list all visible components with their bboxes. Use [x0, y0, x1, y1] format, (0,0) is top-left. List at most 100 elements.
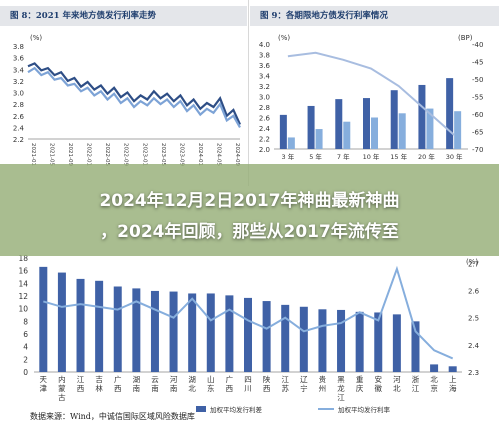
- figb-xtick-13-1: 苏: [281, 383, 289, 393]
- fig9-chart: (%) (BP) 2.0 2.2 2.4 2.6 2.8 3.0 3.2 3.4 3.6 3.8 4.0…: [259, 34, 484, 161]
- figb-legend-bar-swatch: [196, 406, 206, 412]
- fig8-xtick-9: 2024-01: [197, 143, 203, 166]
- figb-bar-17: [355, 311, 364, 372]
- fig-bottom-panel: 0 2 4 6 8 10 12 14 16 18 (%) 2.3 2.4 2.5 2.6 2.7 天津内蒙古江西…: [0, 238, 499, 427]
- fig9-ytick-right-5: -45: [472, 59, 483, 67]
- fig9-ylabel-left: (%): [278, 34, 290, 42]
- figb-ytick-left-6: 12: [18, 292, 28, 301]
- fig9-ytick-left-9: 3.8: [259, 52, 270, 60]
- figb-xtick-1-1: 蒙: [58, 383, 66, 393]
- figb-bar-9: [206, 293, 215, 372]
- fig9-ytick-right-2: -60: [472, 111, 483, 119]
- fig8-xtick-3: 2022-01: [86, 143, 92, 166]
- figb-xtick-4-0: 广: [114, 374, 122, 384]
- fig9-ytick-right-3: -55: [472, 94, 483, 102]
- figb-xtick-22-0: 上: [449, 375, 457, 384]
- figb-xtick-5-1: 南: [133, 383, 141, 393]
- headline-line2: ，2024年回顾，那些从2017年流传至: [100, 222, 399, 242]
- figb-xtick-7-1: 南: [170, 383, 178, 393]
- fig9-ytick-left-8: 3.6: [259, 62, 271, 70]
- figb-ytick-right-3: 2.6: [468, 288, 480, 296]
- fig8-ytick-3: 2.8: [13, 101, 24, 109]
- figb-xtick-22-1: 海: [449, 383, 457, 393]
- figb-xtick-20-1: 江: [412, 384, 420, 393]
- figb-xtick-0-1: 津: [40, 384, 48, 393]
- fig8-xtick-8: 2023-09: [178, 143, 184, 166]
- figb-xtick-14-0: 辽: [300, 375, 308, 384]
- figb-ytick-right-1: 2.4: [468, 342, 480, 350]
- fig9-panel: 图 9：各期限地方债发行利率情况 (%) (BP) 2.0 2.2 2.4 2.6 2.8 3…: [250, 0, 499, 186]
- fig8-ytick-0: 2.2: [13, 136, 24, 144]
- fig9-ytick-right-4: -50: [472, 76, 483, 84]
- figb-bar-20: [411, 321, 420, 372]
- figb-xtick-18-0: 安: [375, 374, 383, 384]
- fig9-bar-0-2: [335, 99, 343, 149]
- figb-xtick-9-0: 山: [207, 374, 215, 384]
- figb-xtick-21-0: 北: [430, 375, 438, 384]
- figb-xtick-3-0: 吉: [95, 375, 103, 384]
- figb-xtick-8-1: 北: [188, 384, 196, 393]
- figb-ytick-left-5: 10: [18, 305, 28, 314]
- figb-bar-8: [188, 293, 197, 372]
- fig9-xtick-1: 5 年: [309, 152, 322, 161]
- fig9-xtick-4: 15 年: [390, 152, 407, 161]
- fig8-title: 图 8：2021 年来地方债发行利率走势: [0, 6, 247, 26]
- fig9-ytick-left-10: 4.0: [259, 41, 270, 49]
- fig9-bar-0-5: [418, 84, 426, 149]
- figb-legend-line-label: 加权平均发行利率: [338, 405, 391, 414]
- fig9-xtick-5: 20 年: [418, 152, 435, 161]
- figb-xtick-5-0: 湖: [133, 375, 141, 384]
- figb-xtick-8-0: 湖: [188, 375, 196, 384]
- figb-ytick-right-2: 2.5: [468, 315, 479, 323]
- figb-xtick-11-0: 四: [244, 375, 252, 384]
- fig9-bar-1-3: [371, 117, 378, 149]
- figb-ytick-left-9: 18: [18, 254, 28, 263]
- figb-bar-14: [299, 306, 308, 372]
- figb-xtick-12-0: 陕: [263, 374, 271, 384]
- figb-bar-2: [76, 278, 85, 372]
- fig9-bar-0-3: [363, 98, 370, 149]
- figb-ytick-left-7: 14: [18, 279, 28, 288]
- panel-divider: [248, 0, 249, 186]
- fig8-ytick-7: 3.6: [13, 55, 25, 63]
- fig8-xtick-1: 2021-05: [49, 143, 55, 166]
- fig9-ylabel-right: (BP): [458, 34, 473, 42]
- fig9-title: 图 9：各期限地方债发行利率情况: [250, 6, 499, 26]
- figb-ytick-left-4: 8: [23, 317, 28, 326]
- fig9-ytick-left-7: 3.4: [259, 73, 271, 81]
- fig8-ytick-5: 3.2: [13, 78, 24, 86]
- figb-ytick-left-8: 16: [18, 267, 28, 276]
- figb-xtick-16-0: 黑: [337, 375, 345, 384]
- fig8-series-1: [27, 66, 241, 128]
- figb-xtick-7-0: 河: [170, 375, 178, 384]
- figb-xtick-15-1: 州: [319, 384, 327, 393]
- figb-bar-21: [430, 364, 439, 372]
- fig9-bar-1-1: [315, 129, 323, 149]
- fig8-xtick-10: 2024-05: [215, 143, 221, 166]
- figb-bar-13: [281, 304, 290, 372]
- fig9-ytick-left-6: 3.2: [259, 83, 270, 91]
- fig8-ytick-4: 3.0: [13, 90, 24, 98]
- figb-xtick-1-2: 古: [58, 392, 66, 402]
- figb-xtick-18-1: 徽: [375, 383, 383, 393]
- figb-xtick-4-1: 西: [114, 384, 122, 393]
- fig9-ytick-left-1: 2.2: [259, 136, 270, 144]
- figb-bar-10: [225, 295, 234, 372]
- fig9-ytick-left-2: 2.4: [259, 125, 271, 133]
- figb-xtick-16-1: 龙: [337, 383, 345, 393]
- fig8-ytick-6: 3.4: [13, 66, 25, 74]
- figb-bar-5: [132, 288, 141, 372]
- figb-xtick-21-1: 京: [430, 383, 438, 393]
- figb-xtick-3-1: 林: [95, 383, 103, 393]
- figb-xtick-19-1: 北: [393, 384, 401, 393]
- fig9-xtick-0: 3 年: [282, 152, 295, 161]
- figb-xtick-10-0: 广: [226, 374, 234, 384]
- figb-legend-bar-label: 加权平均发行利差: [210, 405, 263, 414]
- source-bottom: 数据来源：Wind，中诚信国际区域风险数据库: [30, 412, 195, 421]
- fig9-xtick-3: 10 年: [363, 152, 380, 161]
- fig8-xtick-0: 2021-01: [30, 143, 36, 166]
- figb-xtick-20-0: 浙: [412, 374, 420, 384]
- fig8-ytick-8: 3.8: [13, 43, 24, 51]
- figb-bar-7: [169, 291, 178, 372]
- figb-xtick-17-0: 重: [356, 375, 364, 384]
